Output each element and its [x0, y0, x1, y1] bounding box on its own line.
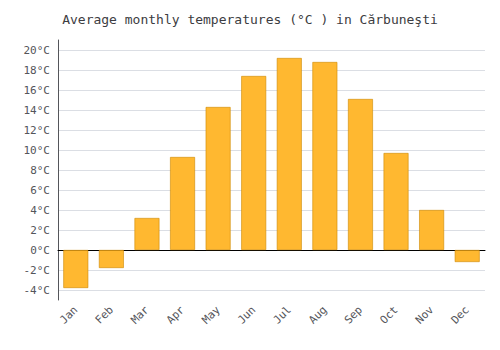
svg-text:-2°C: -2°C: [24, 264, 51, 277]
svg-text:Aug: Aug: [306, 303, 329, 326]
svg-text:Dec: Dec: [449, 303, 472, 326]
svg-text:Nov: Nov: [413, 303, 436, 326]
svg-text:20°C: 20°C: [24, 44, 51, 57]
svg-text:Average monthly temperatures (: Average monthly temperatures (°C ) in Că…: [62, 12, 438, 27]
svg-text:Apr: Apr: [164, 303, 187, 326]
svg-text:Jan: Jan: [57, 303, 80, 326]
svg-text:Jul: Jul: [271, 303, 294, 326]
svg-text:0°C: 0°C: [30, 244, 50, 257]
svg-text:4°C: 4°C: [30, 204, 50, 217]
svg-text:Feb: Feb: [93, 303, 116, 326]
svg-text:Mar: Mar: [128, 303, 151, 326]
svg-text:Jun: Jun: [235, 303, 258, 326]
svg-text:16°C: 16°C: [24, 84, 51, 97]
svg-text:8°C: 8°C: [30, 164, 50, 177]
svg-text:10°C: 10°C: [24, 144, 51, 157]
svg-text:May: May: [199, 303, 222, 326]
svg-text:18°C: 18°C: [24, 64, 51, 77]
svg-text:12°C: 12°C: [24, 124, 51, 137]
svg-text:2°C: 2°C: [30, 224, 50, 237]
svg-text:Sep: Sep: [342, 303, 365, 326]
svg-text:-4°C: -4°C: [24, 284, 51, 297]
svg-text:14°C: 14°C: [24, 104, 51, 117]
svg-text:Oct: Oct: [377, 303, 400, 326]
svg-text:6°C: 6°C: [30, 184, 50, 197]
